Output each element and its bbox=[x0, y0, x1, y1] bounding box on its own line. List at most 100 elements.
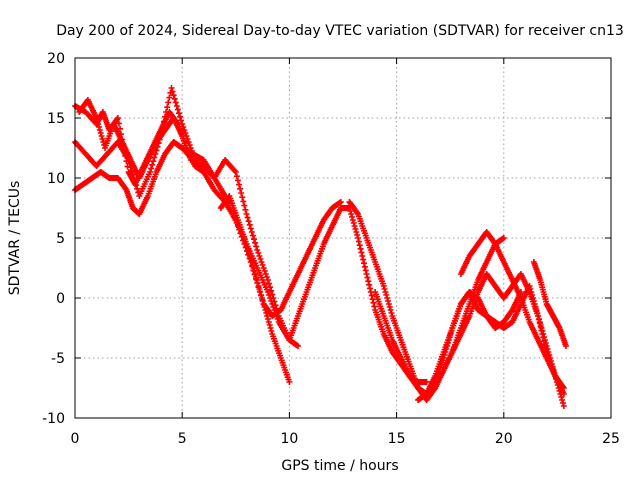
data-marks bbox=[72, 85, 569, 409]
data-point bbox=[383, 292, 390, 298]
x-tick-label: 25 bbox=[602, 431, 620, 447]
data-point bbox=[264, 277, 271, 283]
grid-lines bbox=[75, 58, 611, 418]
data-point bbox=[241, 202, 248, 209]
data-point bbox=[255, 283, 262, 289]
data-point bbox=[361, 260, 368, 267]
data-point bbox=[252, 239, 259, 246]
data-point bbox=[95, 121, 102, 127]
data-point bbox=[243, 241, 250, 247]
data-point bbox=[96, 124, 103, 130]
data-point bbox=[560, 403, 567, 409]
data-point bbox=[258, 292, 265, 298]
data-point bbox=[538, 325, 545, 331]
data-point bbox=[115, 120, 122, 127]
data-point bbox=[178, 117, 185, 124]
data-point bbox=[388, 310, 395, 316]
data-point bbox=[537, 322, 544, 328]
data-point bbox=[559, 400, 566, 406]
data-point bbox=[169, 88, 176, 95]
data-point bbox=[500, 235, 507, 241]
data-point bbox=[536, 319, 543, 325]
data-point bbox=[352, 226, 359, 232]
data-point bbox=[185, 139, 192, 145]
data-point bbox=[168, 85, 175, 91]
data-point bbox=[248, 229, 255, 235]
data-point bbox=[368, 292, 375, 299]
data-point bbox=[337, 199, 344, 205]
data-point bbox=[360, 256, 367, 263]
chart-title: Day 200 of 2024, Sidereal Day-to-day VTE… bbox=[56, 23, 624, 39]
data-point bbox=[252, 274, 259, 280]
data-point bbox=[543, 343, 550, 349]
data-point bbox=[365, 278, 372, 285]
data-point bbox=[355, 235, 362, 241]
data-point bbox=[166, 94, 173, 101]
data-point bbox=[355, 238, 362, 245]
x-tick-label: 5 bbox=[178, 431, 187, 447]
data-point bbox=[387, 307, 394, 313]
data-point bbox=[240, 198, 247, 205]
data-point bbox=[242, 206, 249, 213]
data-point bbox=[165, 99, 172, 106]
axis-ticks: 0 5 10 15 20 25 -10 -5 0 5 10 15 20 bbox=[42, 51, 620, 447]
x-tick-label: 20 bbox=[495, 431, 513, 447]
data-point bbox=[180, 124, 187, 130]
data-point bbox=[555, 385, 562, 391]
data-point bbox=[244, 214, 251, 221]
y-tick-label: 5 bbox=[56, 231, 65, 247]
series-track-12 bbox=[530, 259, 569, 349]
data-point bbox=[254, 280, 261, 286]
data-point bbox=[93, 115, 100, 121]
data-point bbox=[250, 265, 257, 271]
data-point bbox=[269, 291, 276, 298]
data-point bbox=[245, 218, 252, 225]
data-point bbox=[541, 334, 548, 340]
data-point bbox=[187, 157, 194, 163]
data-point bbox=[114, 115, 121, 121]
data-point bbox=[559, 397, 566, 403]
data-point bbox=[541, 337, 548, 343]
data-point bbox=[164, 104, 171, 111]
data-point bbox=[556, 388, 563, 394]
series-track-5 bbox=[217, 193, 344, 319]
x-tick-label: 10 bbox=[280, 431, 298, 447]
data-point bbox=[270, 295, 277, 301]
y-tick-label: -10 bbox=[42, 411, 65, 427]
data-point bbox=[263, 274, 270, 280]
y-tick-label: 15 bbox=[47, 111, 65, 127]
data-point bbox=[100, 139, 107, 145]
data-point bbox=[350, 220, 357, 226]
series-track-11 bbox=[457, 229, 567, 391]
data-point bbox=[238, 190, 245, 196]
data-point bbox=[253, 277, 260, 283]
data-point bbox=[369, 296, 376, 303]
data-point bbox=[259, 298, 266, 304]
data-point bbox=[367, 285, 374, 292]
data-point bbox=[251, 236, 258, 243]
data-point bbox=[256, 286, 263, 292]
data-point bbox=[148, 165, 155, 172]
data-point bbox=[130, 175, 137, 181]
data-point bbox=[265, 319, 272, 325]
data-point bbox=[252, 271, 259, 277]
series-track-2 bbox=[72, 139, 293, 385]
data-point bbox=[175, 110, 182, 117]
data-point bbox=[245, 247, 252, 253]
y-tick-label: 0 bbox=[56, 291, 65, 307]
data-point bbox=[133, 182, 140, 189]
data-point bbox=[562, 343, 569, 349]
data-point bbox=[96, 127, 103, 133]
data-point bbox=[264, 316, 271, 322]
series-track-3 bbox=[72, 85, 293, 343]
data-point bbox=[249, 232, 256, 239]
data-point bbox=[382, 289, 389, 295]
data-point bbox=[247, 256, 254, 262]
data-point bbox=[381, 286, 388, 292]
data-point bbox=[264, 289, 271, 295]
data-point bbox=[147, 169, 154, 175]
data-point bbox=[253, 243, 260, 250]
data-point bbox=[266, 280, 273, 287]
data-point bbox=[347, 208, 354, 214]
